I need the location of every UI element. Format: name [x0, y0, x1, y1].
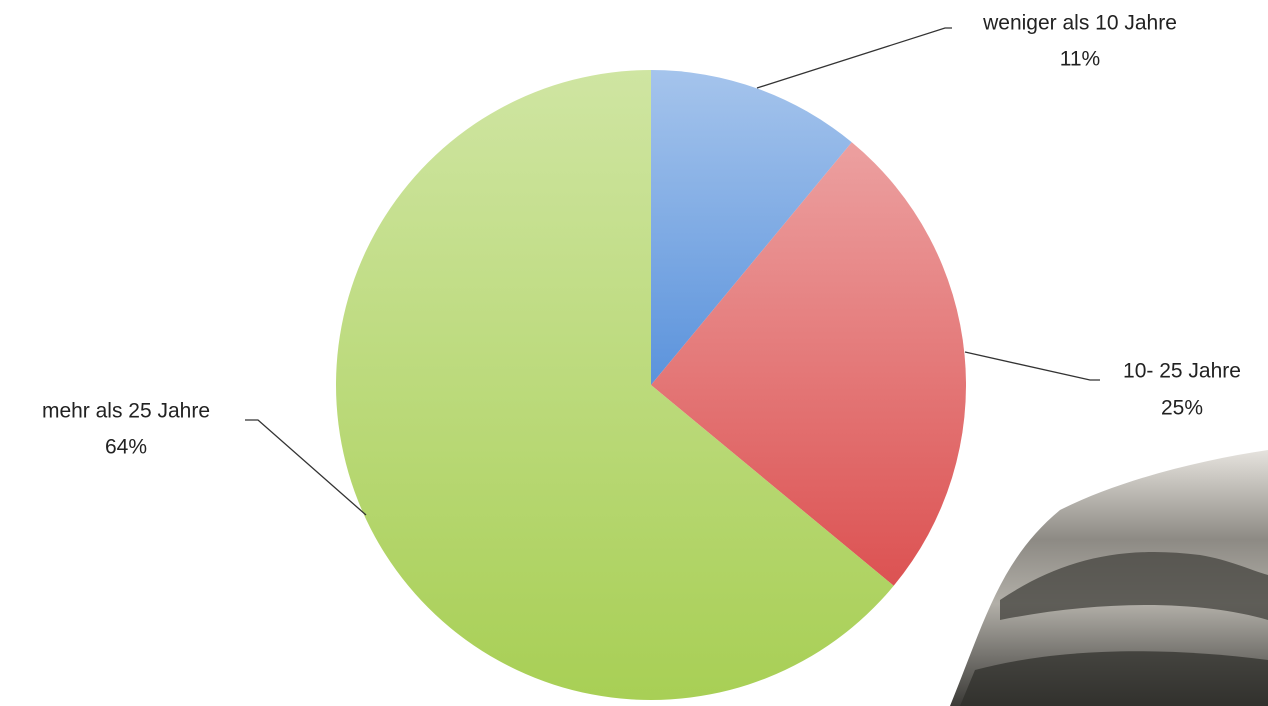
leader-line: [756, 27, 952, 89]
leader-line: [245, 419, 367, 516]
leader-line: [964, 351, 1100, 381]
slice-label: weniger als 10 Jahre: [982, 12, 1177, 35]
pie-slice: [336, 70, 894, 700]
value-label: 25%: [1161, 397, 1203, 420]
photo: [950, 450, 1268, 706]
pie: [336, 70, 966, 700]
slice-label: 10- 25 Jahre: [1123, 360, 1241, 383]
slice-label: mehr als 25 Jahre: [42, 400, 210, 423]
pie-slice: [651, 70, 852, 385]
value-label: 11%: [1060, 48, 1100, 71]
value-label: 64%: [105, 436, 147, 459]
pie-slice: [651, 142, 966, 586]
